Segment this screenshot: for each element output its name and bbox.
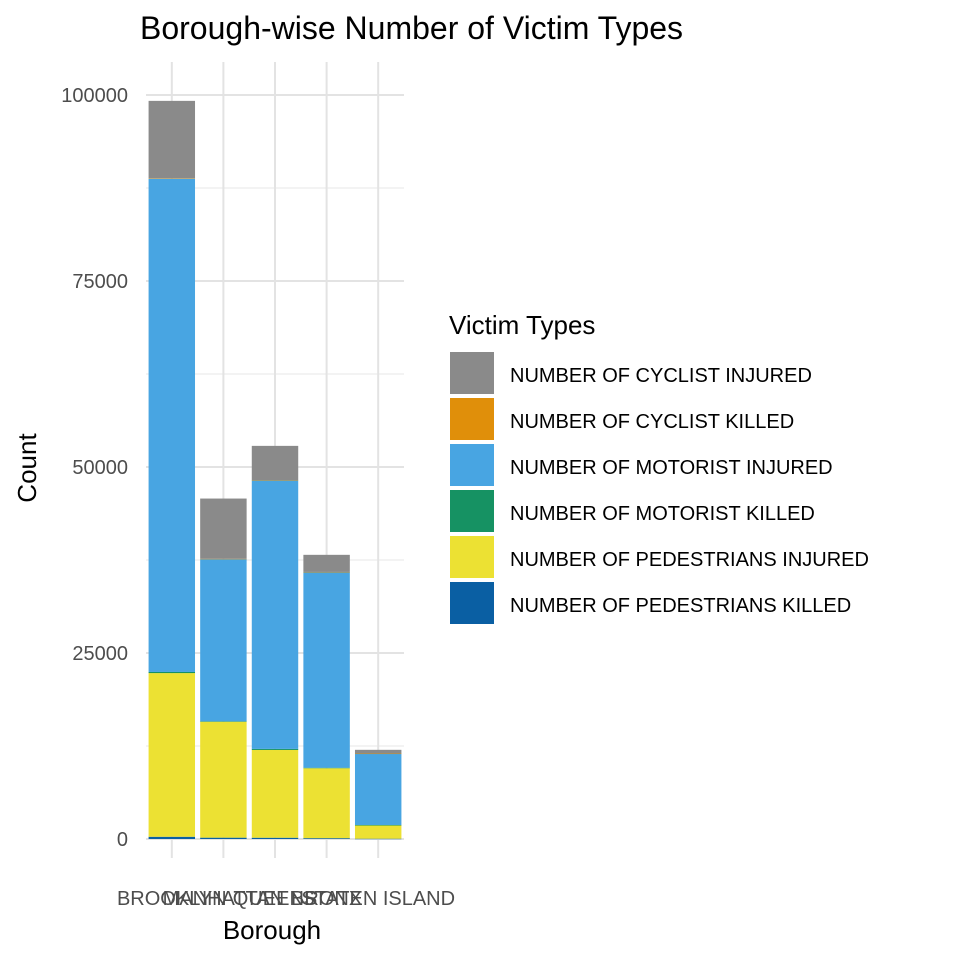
legend-swatch [450,444,494,486]
bars [148,100,402,840]
bar-segment [354,838,402,840]
legend-label: NUMBER OF MOTORIST KILLED [510,503,815,525]
legend-label: NUMBER OF CYCLIST INJURED [510,365,812,387]
bar-segment [200,558,247,560]
bar-segment [148,178,196,179]
legend-label: NUMBER OF PEDESTRIANS INJURED [510,549,869,571]
bar-segment [303,767,350,769]
legend: Victim Types NUMBER OF CYCLIST INJUREDNU… [449,310,869,624]
bar-segment [148,836,196,839]
bar-segment [200,498,247,559]
bar-segment [148,100,196,179]
bar-segment [200,721,247,838]
bar-segment [251,445,299,481]
bar-segment [200,559,247,722]
bar-segment [251,480,299,481]
bar-segment [303,554,350,572]
x-axis-title: Borough [223,915,321,945]
bar-segment [354,753,402,755]
legend-label: NUMBER OF MOTORIST INJURED [510,457,833,479]
bar-segment [251,837,299,839]
y-tick-label: 25000 [72,643,128,665]
x-tick-label: MANHATTAN [163,888,284,910]
legend-title: Victim Types [449,310,595,340]
bar-segment [251,748,299,750]
bar-segment [354,753,402,826]
legend-swatch [450,352,494,394]
legend-items: NUMBER OF CYCLIST INJURED NUMBER OF CYCLI… [450,352,869,624]
bar-segment [303,571,350,573]
legend-label: NUMBER OF CYCLIST KILLED [510,411,794,433]
y-tick-label: 100000 [61,85,128,107]
legend-swatch [450,536,494,578]
legend-swatch [450,582,494,624]
y-axis-ticks: 0 25000 50000 75000 100000 [61,85,128,851]
y-tick-label: 0 [117,829,128,851]
y-axis-title: Count [12,433,42,503]
y-tick-label: 50000 [72,457,128,479]
x-tick-label: STATEN ISLAND [301,888,455,910]
bar-segment [200,837,247,839]
chart-title: Borough-wise Number of Victim Types [140,10,683,46]
y-tick-label: 75000 [72,271,128,293]
bar-segment [303,838,350,839]
x-tick-label: BROOKLYN [117,888,227,910]
bar-segment [200,721,247,722]
bar-segment [354,749,402,754]
bar-segment [303,572,350,768]
bar-segment [251,480,299,749]
bar-segment [354,825,402,826]
x-tick-label: QUEENS [233,888,317,910]
bar-segment [251,749,299,838]
bar-segment [148,673,196,837]
legend-label: NUMBER OF PEDESTRIANS KILLED [510,595,851,617]
bar-segment [148,671,196,674]
legend-swatch [450,398,494,440]
bar-segment [148,178,196,672]
bar-segment [354,825,402,839]
legend-swatch [450,490,494,532]
bar-segment [303,768,350,839]
x-tick-label: BRONX [291,888,362,910]
